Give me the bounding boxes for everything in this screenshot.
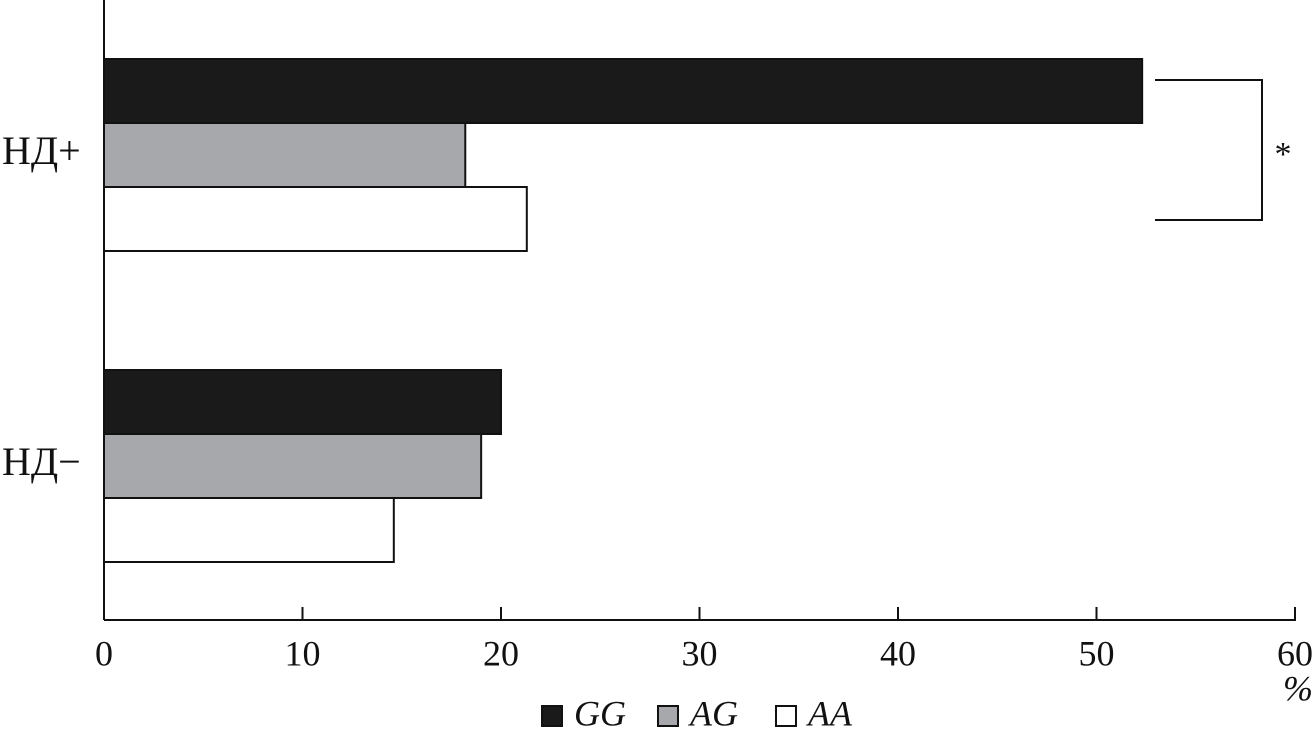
legend-label: GG — [574, 693, 626, 733]
bar — [103, 433, 483, 499]
bar — [103, 122, 467, 188]
x-tick-label: 0 — [95, 633, 113, 673]
x-tick-label: 20 — [483, 633, 519, 673]
legend-label: AA — [806, 693, 853, 733]
legend-swatch — [657, 705, 679, 727]
annotation: * — [1275, 136, 1292, 173]
y-tick-label: НД− — [2, 439, 81, 484]
x-tick-label: 50 — [1079, 633, 1115, 673]
x-tick-label: 10 — [285, 633, 321, 673]
bar — [103, 497, 395, 563]
significance-bracket — [1155, 79, 1263, 221]
x-axis-label: % — [1283, 668, 1313, 708]
legend-swatch — [775, 705, 797, 727]
bar — [103, 58, 1144, 124]
y-tick-label: НД+ — [2, 128, 81, 173]
x-tick-label: 40 — [880, 633, 916, 673]
bar — [103, 369, 502, 435]
bar — [103, 186, 528, 252]
legend-swatch — [541, 705, 563, 727]
legend-label: AG — [688, 693, 738, 733]
x-tick-label: 60 — [1277, 633, 1313, 673]
x-tick-label: 30 — [682, 633, 718, 673]
